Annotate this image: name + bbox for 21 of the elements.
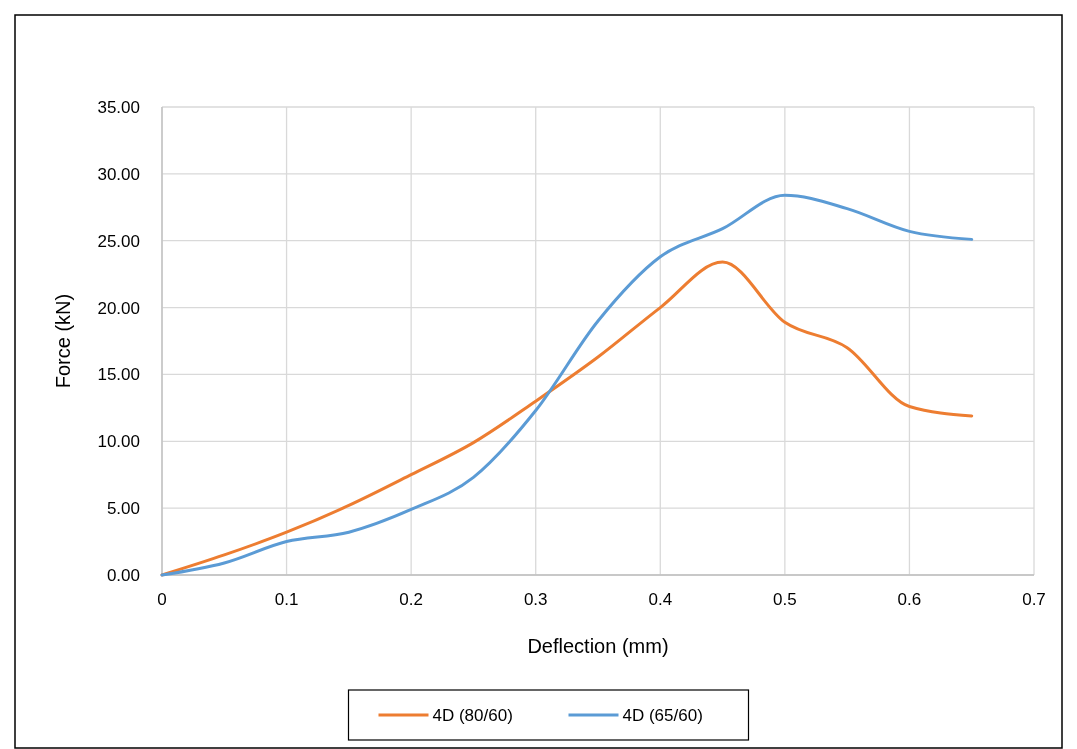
- y-axis-title: Force (kN): [52, 293, 74, 389]
- y-tick-label: 25.00: [97, 231, 140, 251]
- legend-label: 4D (65/60): [622, 705, 703, 725]
- line-series: [160, 193, 974, 577]
- x-tick-label: 0.3: [523, 590, 548, 609]
- legend-label: 4D (80/60): [432, 705, 513, 725]
- y-tick-label: 10.00: [97, 432, 140, 452]
- x-tick-label: 0.6: [897, 590, 922, 609]
- x-tick-label: 0.7: [1022, 590, 1046, 609]
- x-tick-label: 0.4: [648, 590, 673, 609]
- y-tick-label: 35.00: [97, 97, 140, 117]
- y-tick-label: 30.00: [97, 164, 140, 184]
- y-tick-label: 0.00: [106, 565, 140, 585]
- y-tick-label: 20.00: [97, 298, 140, 318]
- y-tick-label: 15.00: [97, 365, 140, 385]
- x-axis-title: Deflection (mm): [527, 635, 669, 657]
- x-tick-label: 0.2: [399, 590, 423, 609]
- x-tick-label: 0.1: [274, 590, 299, 609]
- x-tick-label: 0.5: [773, 590, 797, 609]
- x-tick-label: 0: [157, 590, 167, 609]
- y-tick-label: 5.00: [106, 499, 140, 519]
